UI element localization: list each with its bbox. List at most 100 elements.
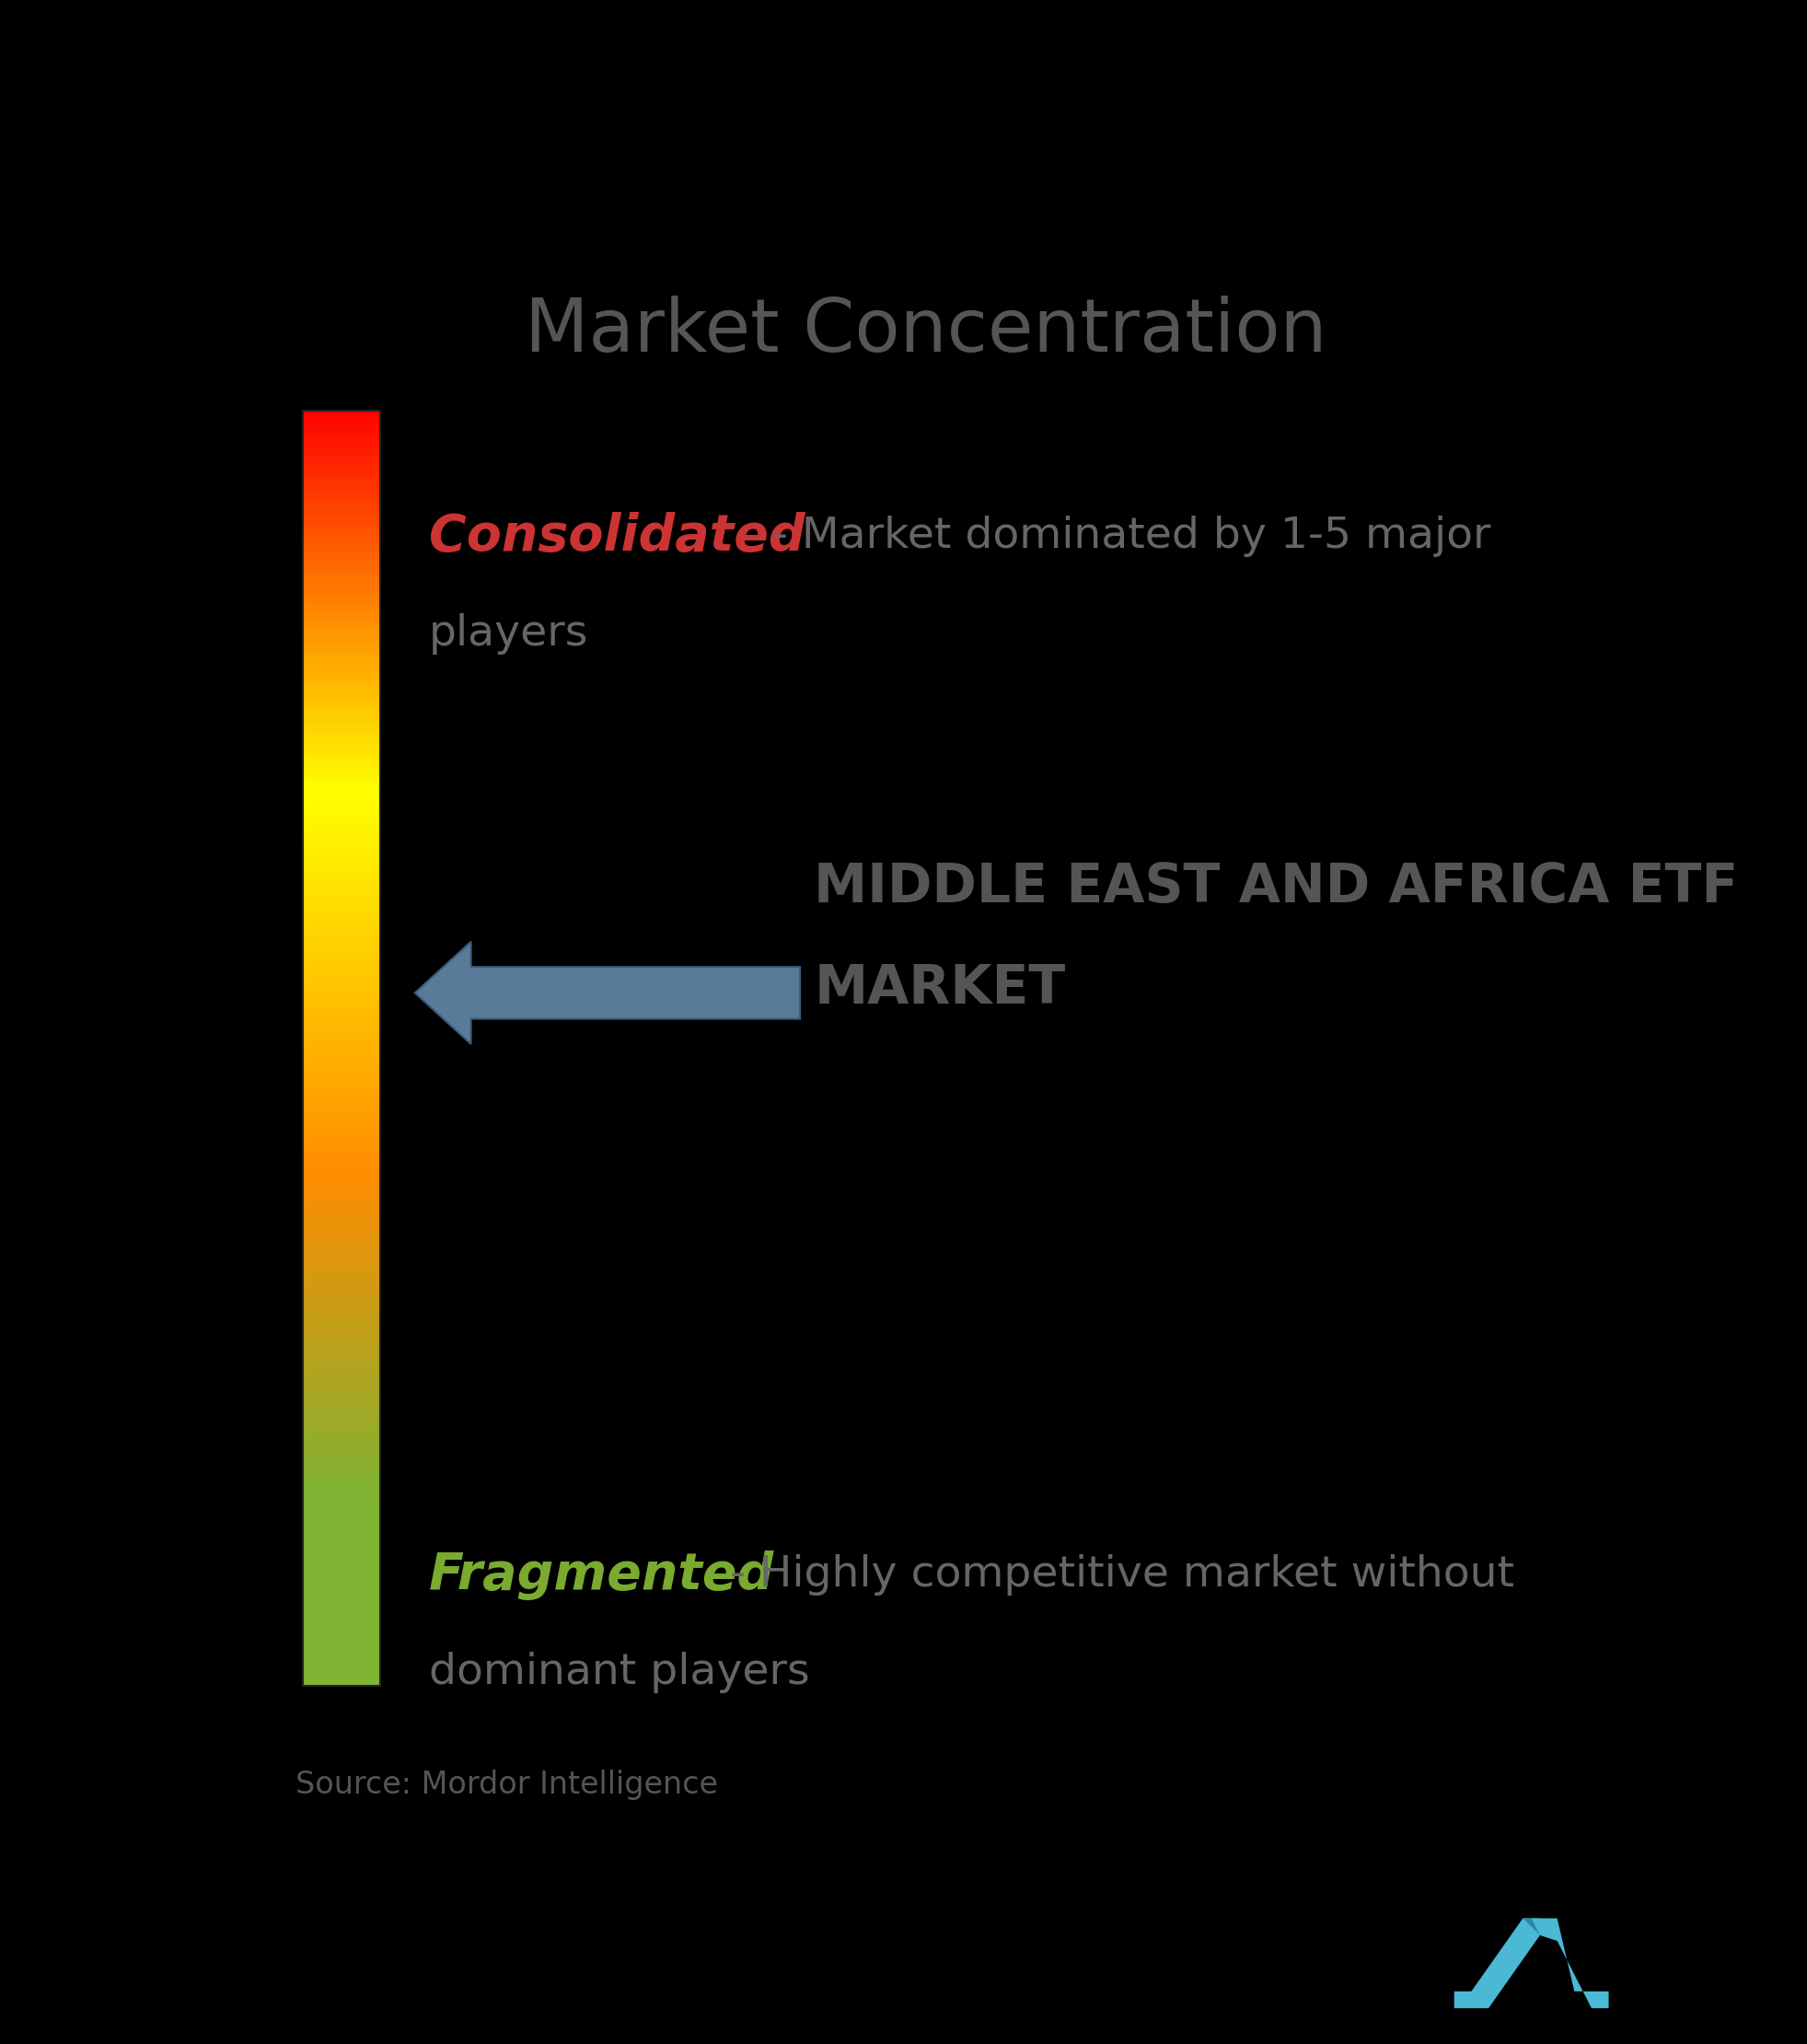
Bar [304, 938, 379, 942]
Bar [304, 1596, 379, 1598]
Bar [304, 1085, 379, 1089]
Bar [304, 458, 379, 462]
Bar [304, 1494, 379, 1498]
Bar [304, 1416, 379, 1421]
Bar [304, 1245, 379, 1249]
Bar [304, 1081, 379, 1085]
Bar [304, 560, 379, 564]
Bar [304, 1682, 379, 1686]
Bar [304, 595, 379, 599]
Bar [304, 1032, 379, 1034]
Bar [304, 619, 379, 623]
Text: dominant players: dominant players [428, 1652, 810, 1694]
Bar [304, 617, 379, 621]
Bar [304, 1143, 379, 1147]
Bar [304, 423, 379, 427]
Bar [304, 722, 379, 726]
Bar [304, 1002, 379, 1006]
Bar [304, 1104, 379, 1108]
Polygon shape [1455, 1917, 1540, 2007]
Bar [304, 1468, 379, 1472]
Bar [304, 1047, 379, 1051]
Bar [304, 924, 379, 926]
Text: Market Concentration: Market Concentration [526, 296, 1326, 368]
Bar [304, 879, 379, 883]
Bar [304, 681, 379, 685]
Bar [304, 1451, 379, 1455]
Bar [304, 1474, 379, 1478]
Bar [304, 1034, 379, 1038]
Bar [304, 715, 379, 719]
Bar [304, 744, 379, 748]
Bar [304, 572, 379, 576]
Bar [304, 1314, 379, 1318]
Bar [304, 887, 379, 891]
Bar [304, 1414, 379, 1419]
Bar [304, 1269, 379, 1273]
Bar [304, 830, 379, 834]
Bar [304, 1502, 379, 1506]
Bar [304, 1508, 379, 1513]
Bar [304, 1337, 379, 1341]
FancyArrow shape [416, 942, 801, 1044]
Bar [304, 1672, 379, 1676]
Bar [304, 1024, 379, 1028]
Bar [304, 668, 379, 672]
Bar [304, 699, 379, 703]
Bar [304, 1560, 379, 1564]
Text: Fragmented: Fragmented [428, 1549, 775, 1600]
Bar [304, 1639, 379, 1643]
Bar [304, 873, 379, 877]
Bar [304, 1643, 379, 1647]
Bar [304, 1347, 379, 1351]
Bar [304, 1120, 379, 1124]
Bar [304, 989, 379, 993]
Bar [304, 953, 379, 955]
Text: players: players [428, 613, 589, 654]
Bar [304, 1190, 379, 1194]
Bar [304, 1605, 379, 1609]
Bar [304, 1102, 379, 1106]
Bar [304, 881, 379, 885]
Bar [304, 1674, 379, 1678]
Bar [304, 1466, 379, 1470]
Bar [304, 589, 379, 593]
Bar [304, 1331, 379, 1335]
Bar [304, 1660, 379, 1664]
Bar [304, 1257, 379, 1261]
Bar [304, 1517, 379, 1519]
Bar [304, 1220, 379, 1222]
Bar [304, 1457, 379, 1461]
Bar [304, 675, 379, 679]
Bar [304, 1531, 379, 1535]
Bar [304, 750, 379, 754]
Text: Source: Mordor Intelligence: Source: Mordor Intelligence [296, 1770, 719, 1799]
Bar [304, 468, 379, 470]
Bar [304, 914, 379, 918]
Bar [304, 1598, 379, 1602]
Bar [304, 1308, 379, 1312]
Bar [304, 1016, 379, 1020]
Bar [304, 1089, 379, 1094]
Bar [304, 1239, 379, 1243]
Bar [304, 521, 379, 525]
Bar [304, 1678, 379, 1682]
Bar [304, 869, 379, 873]
Bar [304, 785, 379, 789]
Bar [304, 1284, 379, 1288]
Bar [304, 634, 379, 638]
Bar [304, 1394, 379, 1398]
Bar [304, 1188, 379, 1192]
Bar [304, 1263, 379, 1267]
Bar [304, 713, 379, 717]
Bar [304, 795, 379, 799]
Bar [304, 1126, 379, 1130]
Bar [304, 1200, 379, 1204]
Bar [304, 656, 379, 658]
Bar [304, 852, 379, 856]
Bar [304, 419, 379, 423]
Bar [304, 411, 379, 1686]
Bar [304, 505, 379, 509]
Bar [304, 1000, 379, 1004]
Bar [304, 1410, 379, 1414]
